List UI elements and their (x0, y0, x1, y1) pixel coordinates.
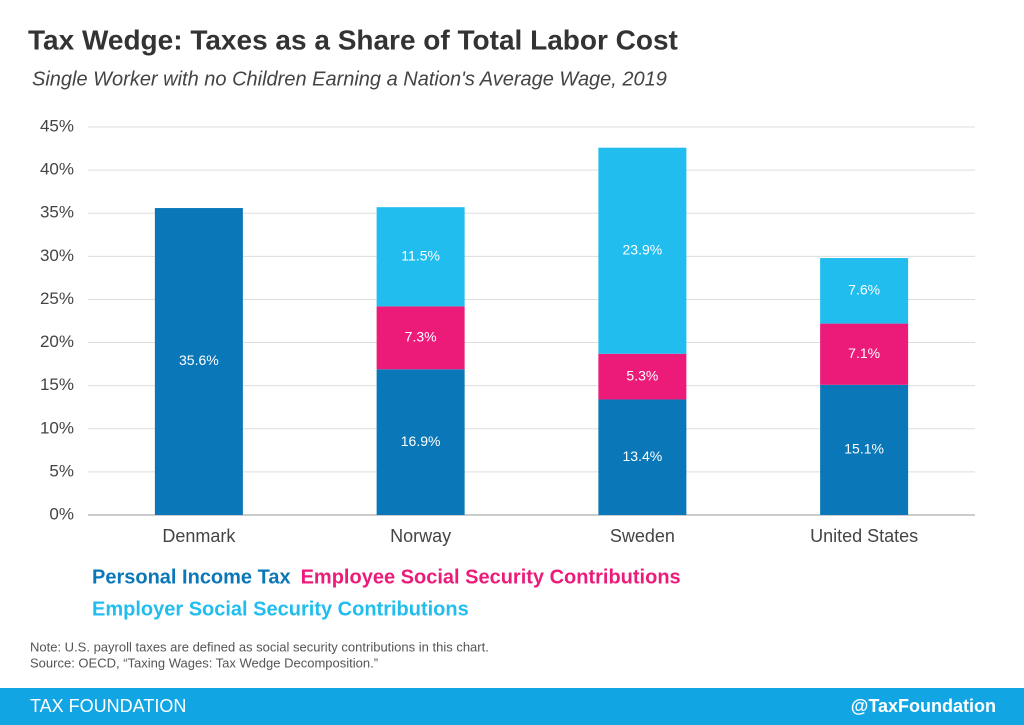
data-label: 5.3% (626, 367, 658, 383)
source: Source: OECD, “Taxing Wages: Tax Wedge D… (30, 655, 378, 670)
y-tick-label: 25% (40, 289, 74, 308)
y-tick-label: 45% (40, 116, 74, 135)
y-tick-label: 30% (40, 246, 74, 265)
chart-title: Tax Wedge: Taxes as a Share of Total Lab… (28, 24, 678, 55)
bar-segment (154, 208, 243, 515)
note: Note: U.S. payroll taxes are defined as … (30, 639, 489, 654)
legend-label: Employee Social Security Contributions (301, 566, 681, 588)
x-tick-label: United States (810, 526, 918, 546)
data-label: 7.6% (848, 282, 880, 298)
y-tick-label: 40% (40, 160, 74, 179)
data-label: 11.5% (401, 247, 440, 263)
x-tick-label: Norway (390, 526, 451, 546)
bar-segment (820, 323, 909, 385)
bar-segment (376, 207, 465, 307)
bar-segment (820, 384, 909, 515)
data-label: 16.9% (401, 433, 441, 449)
bar-segment (820, 258, 909, 324)
data-label: 15.1% (844, 441, 884, 457)
footer-right: @TaxFoundation (851, 696, 996, 716)
y-tick-label: 5% (49, 461, 74, 480)
data-label: 35.6% (179, 352, 219, 368)
bar-segment (376, 369, 465, 515)
footer-left: TAX FOUNDATION (30, 696, 186, 716)
bar-segment (598, 353, 687, 400)
y-tick-label: 15% (40, 375, 74, 394)
data-label: 13.4% (623, 448, 663, 464)
data-label: 7.3% (405, 329, 437, 345)
bar-segment (598, 399, 687, 515)
legend-label: Employer Social Security Contributions (92, 598, 469, 620)
y-tick-label: 0% (49, 504, 74, 523)
legend-label: Personal Income Tax (92, 566, 291, 588)
y-tick-label: 20% (40, 332, 74, 351)
footer-bar (0, 688, 1024, 725)
chart-subtitle: Single Worker with no Children Earning a… (32, 68, 667, 90)
x-tick-label: Denmark (162, 526, 236, 546)
x-tick-label: Sweden (610, 526, 675, 546)
data-label: 7.1% (848, 345, 880, 361)
y-tick-label: 35% (40, 203, 74, 222)
data-label: 23.9% (623, 241, 663, 257)
bar-segment (376, 306, 465, 370)
bar-segment (598, 147, 687, 354)
y-tick-label: 10% (40, 418, 74, 437)
